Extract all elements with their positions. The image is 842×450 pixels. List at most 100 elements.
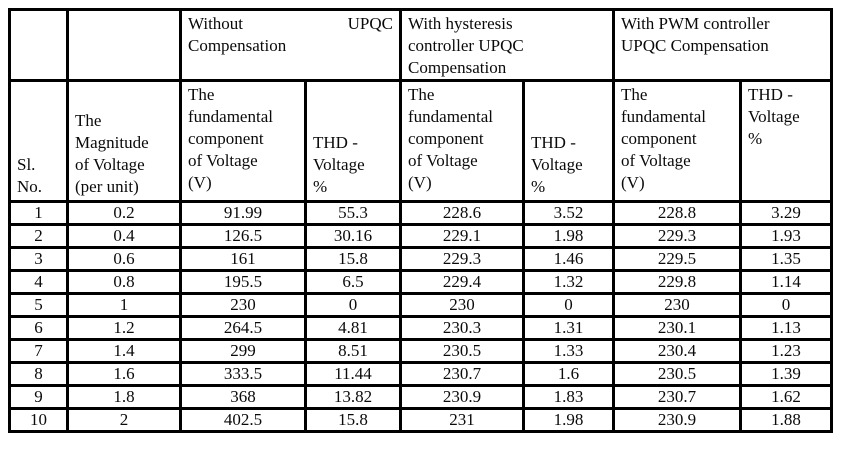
table-row: 4 0.8 195.5 6.5 229.4 1.32 229.8 1.14 <box>8 269 834 295</box>
table-cell: 0.4 <box>66 223 182 249</box>
table-cell: 229.4 <box>399 269 525 295</box>
table-cell: 229.3 <box>612 223 742 249</box>
table-cell: 230 <box>179 292 307 318</box>
table-cell: 1.98 <box>522 223 615 249</box>
table-cell: 1.62 <box>738 384 834 410</box>
col-header-fundamental-hysteresis: The fundamental component of Voltage (V) <box>399 79 525 203</box>
table-cell: 1.8 <box>66 384 182 410</box>
table-cell: 15.8 <box>304 407 402 433</box>
table-cell: 229.5 <box>612 246 742 272</box>
col-header-fundamental-pwm: The fundamental component of Voltage (V) <box>612 79 742 203</box>
table-cell: 230 <box>399 292 525 318</box>
table-cell: 299 <box>179 338 307 364</box>
group-header-without-line2: Compensation <box>188 36 287 55</box>
table-cell: 1.93 <box>738 223 834 249</box>
table-cell: 230.4 <box>612 338 742 364</box>
table-cell: 0 <box>738 292 834 318</box>
table-row: 1 0.2 91.99 55.3 228.6 3.52 228.8 3.29 <box>8 200 834 226</box>
table-cell: 1 <box>8 200 69 226</box>
table-cell: 13.82 <box>304 384 402 410</box>
table-cell: 230.3 <box>399 315 525 341</box>
table-cell: 30.16 <box>304 223 402 249</box>
table-cell: 15.8 <box>304 246 402 272</box>
table-row: 8 1.6 333.5 11.44 230.7 1.6 230.5 1.39 <box>8 361 834 387</box>
table-cell: 55.3 <box>304 200 402 226</box>
table-cell: 230.7 <box>612 384 742 410</box>
table-cell: 6.5 <box>304 269 402 295</box>
table-row: 6 1.2 264.5 4.81 230.3 1.31 230.1 1.13 <box>8 315 834 341</box>
table-cell: 7 <box>8 338 69 364</box>
col-header-thd-hysteresis: THD - Voltage % <box>522 79 615 203</box>
table-row: 3 0.6 161 15.8 229.3 1.46 229.5 1.35 <box>8 246 834 272</box>
table-cell: 1.88 <box>738 407 834 433</box>
group-header-hysteresis-upqc: With hysteresis controller UPQC Compensa… <box>399 8 615 82</box>
table-cell: 230 <box>612 292 742 318</box>
table-cell: 1.46 <box>522 246 615 272</box>
table-cell: 5 <box>8 292 69 318</box>
table-cell: 228.8 <box>612 200 742 226</box>
table-cell: 1.35 <box>738 246 834 272</box>
table-cell: 1.31 <box>522 315 615 341</box>
table-cell: 230.5 <box>612 361 742 387</box>
table-cell: 0.6 <box>66 246 182 272</box>
col-header-magnitude: The Magnitude of Voltage (per unit) <box>66 79 182 203</box>
table-cell: 0 <box>522 292 615 318</box>
col-header-thd-pwm: THD - Voltage % <box>738 79 834 203</box>
table-cell: 1 <box>66 292 182 318</box>
group-header-without-upqc: Without UPQC Compensation <box>179 8 402 82</box>
table-cell: 1.23 <box>738 338 834 364</box>
table-body: 1 0.2 91.99 55.3 228.6 3.52 228.8 3.29 2 0.4 126.5… <box>8 200 834 433</box>
group-header-without-line1: Without UPQC <box>188 13 393 35</box>
table-cell: 9 <box>8 384 69 410</box>
corner-cell-2 <box>66 8 182 82</box>
table-cell: 11.44 <box>304 361 402 387</box>
table-cell: 1.13 <box>738 315 834 341</box>
table-cell: 8.51 <box>304 338 402 364</box>
column-header-row: Sl. No. The Magnitude of Voltage (per un… <box>8 79 834 203</box>
table-cell: 91.99 <box>179 200 307 226</box>
table-cell: 1.6 <box>522 361 615 387</box>
group-header-word-upqc: UPQC <box>347 14 393 33</box>
table-row: 7 1.4 299 8.51 230.5 1.33 230.4 1.23 <box>8 338 834 364</box>
table-cell: 195.5 <box>179 269 307 295</box>
corner-cell-1 <box>8 8 69 82</box>
table-cell: 0.2 <box>66 200 182 226</box>
table-row: 9 1.8 368 13.82 230.9 1.83 230.7 1.62 <box>8 384 834 410</box>
table-cell: 4 <box>8 269 69 295</box>
table-cell: 126.5 <box>179 223 307 249</box>
table-cell: 161 <box>179 246 307 272</box>
table-cell: 229.1 <box>399 223 525 249</box>
table-cell: 229.3 <box>399 246 525 272</box>
table-cell: 230.9 <box>612 407 742 433</box>
table-cell: 8 <box>8 361 69 387</box>
table-cell: 1.14 <box>738 269 834 295</box>
table-cell: 230.7 <box>399 361 525 387</box>
table-cell: 10 <box>8 407 69 433</box>
table-cell: 1.32 <box>522 269 615 295</box>
table-row: 2 0.4 126.5 30.16 229.1 1.98 229.3 1.93 <box>8 223 834 249</box>
group-header-word-without: Without <box>188 14 244 33</box>
table-cell: 0 <box>304 292 402 318</box>
table-cell: 229.8 <box>612 269 742 295</box>
table-cell: 2 <box>8 223 69 249</box>
table-cell: 1.33 <box>522 338 615 364</box>
table-cell: 1.4 <box>66 338 182 364</box>
table-cell: 368 <box>179 384 307 410</box>
table-row: 10 2 402.5 15.8 231 1.98 230.9 1.88 <box>8 407 834 433</box>
table-cell: 1.39 <box>738 361 834 387</box>
table-cell: 1.83 <box>522 384 615 410</box>
table-cell: 228.6 <box>399 200 525 226</box>
table-cell: 1.98 <box>522 407 615 433</box>
table-cell: 230.5 <box>399 338 525 364</box>
table-row: 5 1 230 0 230 0 230 0 <box>8 292 834 318</box>
table-cell: 3.29 <box>738 200 834 226</box>
col-header-thd-without: THD - Voltage % <box>304 79 402 203</box>
table-cell: 1.2 <box>66 315 182 341</box>
table-cell: 402.5 <box>179 407 307 433</box>
table-cell: 333.5 <box>179 361 307 387</box>
table-cell: 3 <box>8 246 69 272</box>
group-header-pwm-upqc: With PWM controller UPQC Compensation <box>611 8 834 82</box>
table-cell: 6 <box>8 315 69 341</box>
table-cell: 231 <box>399 407 525 433</box>
table-cell: 3.52 <box>522 200 615 226</box>
